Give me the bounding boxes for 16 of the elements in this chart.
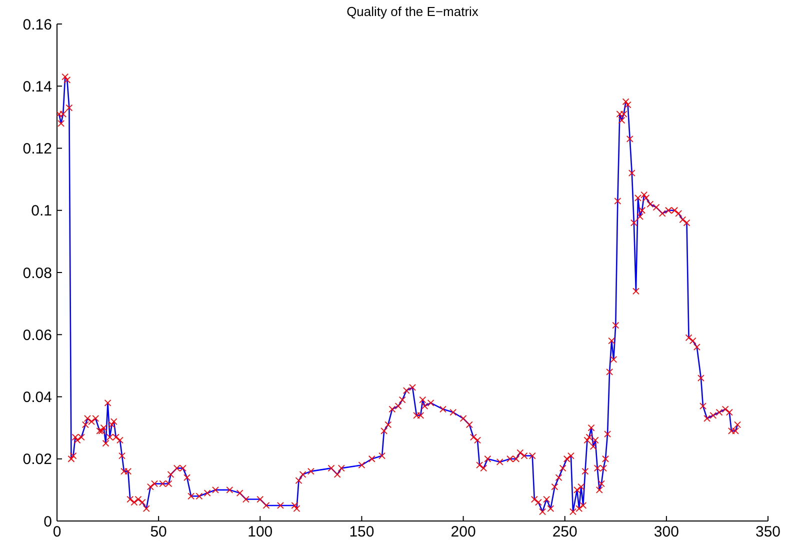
x-tick-label: 100 — [248, 524, 273, 541]
x-tick-label: 200 — [450, 524, 476, 541]
y-tick-label: 0.12 — [22, 140, 52, 158]
y-tick-label: 0.02 — [22, 451, 52, 468]
y-tick-label: 0.06 — [22, 326, 52, 344]
y-tick-label: 0.16 — [22, 16, 52, 34]
chart-title: Quality of the E−matrix — [346, 4, 480, 19]
y-tick-label: 0.08 — [22, 264, 52, 282]
y-tick-label: 0.1 — [31, 202, 52, 220]
y-tick-label: 0.04 — [22, 389, 52, 406]
x-tick-label: 350 — [755, 524, 781, 541]
x-tick-label: 150 — [349, 524, 374, 541]
x-tick-label: 250 — [552, 524, 578, 541]
y-tick-label: 0.14 — [22, 78, 52, 96]
x-tick-label: 300 — [654, 524, 679, 541]
x-tick-label: 50 — [150, 524, 167, 541]
